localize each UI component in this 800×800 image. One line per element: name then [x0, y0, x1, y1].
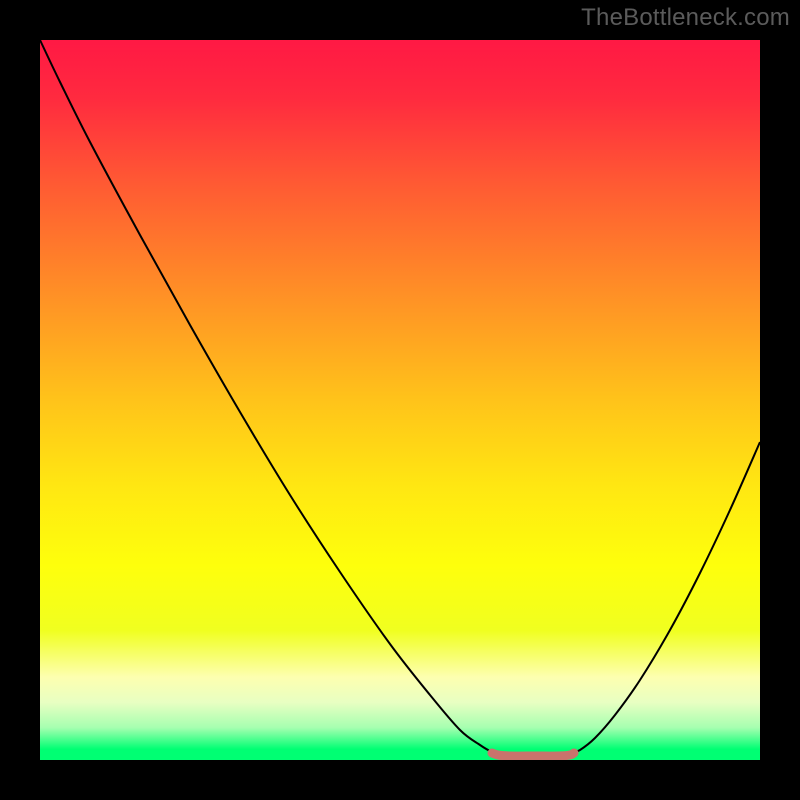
- optimal-range-marker: [492, 753, 574, 756]
- watermark-text: TheBottleneck.com: [581, 4, 790, 32]
- frame-border-left: [0, 0, 40, 800]
- frame-border-bottom: [0, 760, 800, 800]
- bottleneck-chart: [0, 0, 800, 800]
- plot-background: [40, 40, 760, 760]
- frame-border-right: [760, 0, 800, 800]
